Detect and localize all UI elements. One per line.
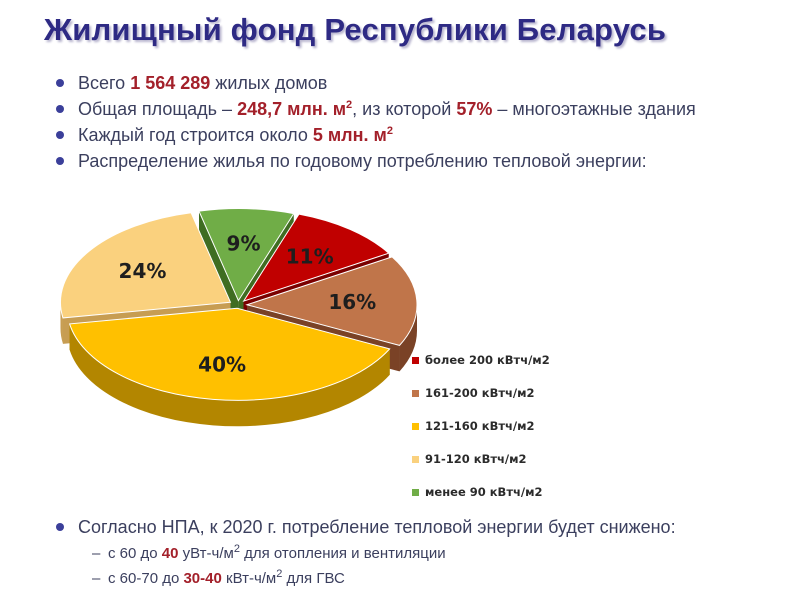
note-subitems: – с 60 до 40 уВт-ч/м2 для отопления и вен…: [92, 541, 446, 591]
note-text: для отопления и вентиляции: [239, 545, 446, 562]
pie-slice-label: 24%: [119, 259, 167, 283]
fact-distribution: Распределение жилья по годовому потребле…: [56, 148, 696, 174]
fact-text: Всего: [78, 73, 131, 93]
note-heading: Согласно НПА, к 2020 г. потребление тепл…: [56, 514, 676, 540]
page-title: Жилищный фонд Республики Беларусь: [44, 12, 667, 47]
legend-swatch: [412, 489, 419, 496]
legend-swatch: [412, 423, 419, 430]
legend: более 200 кВтч/м2 161-200 кВтч/м2 121-160 …: [412, 353, 550, 499]
pie-slice-5: [198, 208, 295, 302]
note-item-heating: – с 60 до 40 уВт-ч/м2 для отопления и вен…: [92, 541, 446, 566]
fact-value-text: 248,7 млн. м: [237, 99, 347, 119]
note-unit: уВт-ч/м: [178, 545, 234, 562]
legend-label: 91-120 кВтч/м2: [425, 452, 527, 466]
fact-text: , из которой: [352, 99, 457, 119]
note-value: 40: [161, 545, 179, 562]
legend-label: 121-160 кВтч/м2: [425, 419, 535, 433]
superscript: 2: [346, 99, 353, 111]
pie-slice-1: [242, 213, 390, 303]
note-list: Согласно НПА, к 2020 г. потребление тепл…: [56, 514, 676, 540]
note-value: 30-40: [183, 570, 222, 587]
fact-value: 1 564 289: [130, 73, 211, 93]
pie-slice-side: [399, 304, 417, 372]
fact-text: Общая площадь –: [78, 99, 238, 119]
fact-text: жилых домов: [210, 73, 328, 93]
pie-slice-3: [68, 307, 391, 401]
note-item-hotwater: – с 60-70 до 30-40 кВт-ч/м2 для ГВС: [92, 566, 446, 591]
legend-label: более 200 кВтч/м2: [425, 353, 550, 367]
fact-value-text: 5 млн. м: [312, 125, 387, 145]
facts-list: Всего 1 564 289 жилых домов Общая площад…: [56, 70, 696, 174]
pie-layer: [60, 208, 418, 427]
dash: –: [92, 545, 101, 562]
fact-area: Общая площадь – 248,7 млн. м2, из которо…: [56, 96, 696, 122]
fact-value: 5 млн. м2: [313, 125, 393, 145]
legend-swatch: [412, 390, 419, 397]
pie-slice-label: 11%: [286, 245, 334, 269]
pie-slice-label: 40%: [198, 353, 246, 377]
pie-slice-side: [69, 323, 390, 427]
fact-houses: Всего 1 564 289 жилых домов: [56, 70, 696, 96]
pie-labels: 11% 16% 40% 24% 9%: [119, 232, 377, 377]
legend-swatch: [412, 456, 419, 463]
note-text: с 60-70 до: [108, 570, 184, 587]
note-text: для ГВС: [282, 570, 345, 587]
fact-text: Распределение жилья по годовому потребле…: [78, 151, 647, 171]
fact-value: 57%: [456, 99, 493, 119]
fact-text: – многоэтажные здания: [492, 99, 696, 119]
note-unit: кВт-ч/м: [221, 570, 277, 587]
legend-label: 161-200 кВтч/м2: [425, 386, 535, 400]
superscript: 2: [386, 125, 393, 137]
fact-construction: Каждый год строится около 5 млн. м2: [56, 122, 696, 148]
fact-value: 248,7 млн. м2: [237, 99, 352, 119]
pie-slice-label: 9%: [227, 232, 261, 256]
legend-label: менее 90 кВтч/м2: [425, 485, 543, 499]
legend-swatch: [412, 357, 419, 364]
superscript: 2: [276, 568, 283, 580]
note-text: с 60 до: [108, 545, 162, 562]
superscript: 2: [233, 543, 240, 555]
pie-slice-label: 16%: [328, 290, 376, 314]
fact-text: Каждый год строится около: [78, 125, 313, 145]
pie-slice-2: [245, 256, 418, 346]
dash: –: [92, 570, 101, 587]
pie-slice-4: [60, 212, 232, 319]
